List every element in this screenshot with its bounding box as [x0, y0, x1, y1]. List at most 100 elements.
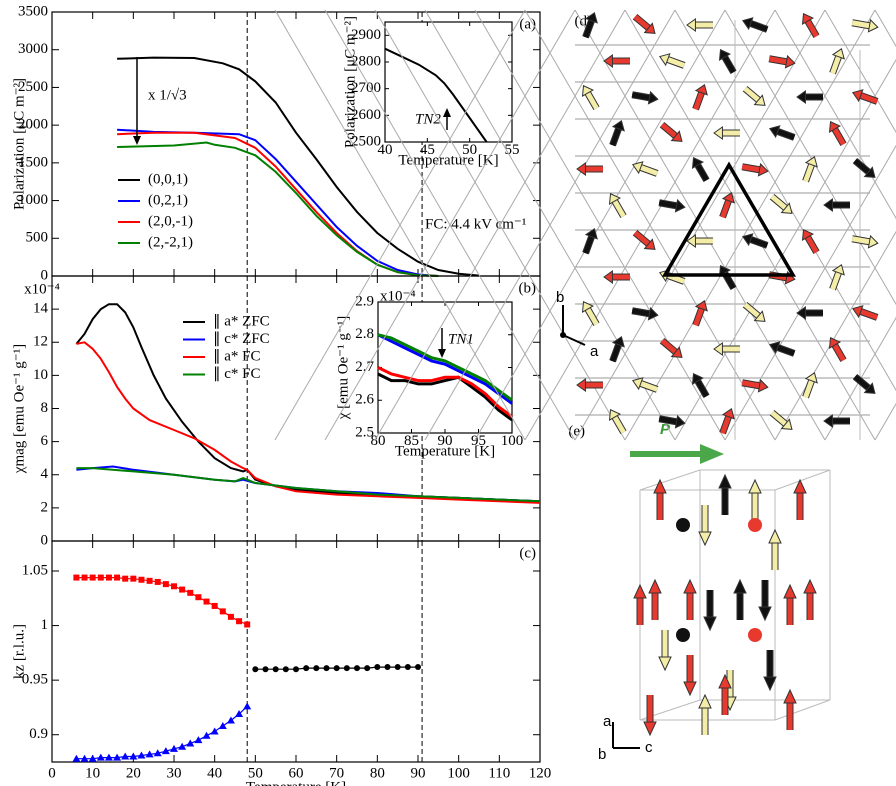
data-point [170, 744, 178, 752]
spin-arrow [683, 655, 697, 697]
data-line [76, 341, 541, 504]
data-point [303, 665, 310, 672]
spin-head [643, 238, 656, 250]
y-tick-label: 0.9 [29, 726, 48, 742]
data-line [377, 333, 513, 402]
spin-arrow [801, 12, 820, 39]
spin-head [694, 83, 708, 96]
cell-edge [639, 469, 701, 491]
spin-head [674, 198, 686, 213]
x-tick-label: 100 [447, 765, 470, 781]
spin-arrow [742, 301, 766, 322]
lattice-line [774, 230, 896, 441]
y-tick-label: 2.7 [355, 359, 374, 375]
data-point [226, 716, 235, 724]
spin-head [757, 162, 769, 177]
spin-arrow [719, 407, 735, 435]
axis-label: b [598, 746, 606, 763]
lattice-line [624, 9, 876, 441]
lattice-d: ba [274, 9, 896, 441]
spin-arrow [576, 378, 603, 392]
panel: 2500 2600 2700 2800 2900 40 45 50 55 Temperature … [342, 16, 519, 169]
y-tick-label: 12 [33, 334, 48, 350]
spin-head [643, 22, 656, 34]
spin-shaft [851, 20, 872, 29]
spin-head [804, 155, 818, 168]
spin-shaft [743, 86, 762, 104]
spin-arrow [718, 48, 737, 75]
spin-head [793, 478, 807, 494]
spin-head [658, 656, 672, 672]
x-tick-label: 30 [167, 765, 182, 781]
y-axis-label: χ [emu Oe⁻¹ g⁻¹] [335, 316, 351, 421]
spin-head [686, 18, 696, 32]
spin-shaft [858, 308, 879, 320]
data-point [162, 581, 169, 588]
spin-arrow [713, 342, 740, 356]
spin-head [741, 17, 754, 31]
spin-arrow [801, 228, 820, 255]
spin-arrow [686, 18, 713, 32]
spin-head [633, 583, 647, 599]
spin-head [831, 47, 845, 60]
spin-arrow [829, 263, 845, 291]
spin-arrow [692, 299, 708, 327]
spin-arrow [608, 408, 627, 435]
y-tick-label: 6 [41, 433, 49, 449]
x-axis-label: Temperature [K] [395, 444, 495, 460]
spin-head [581, 84, 595, 97]
spin-shaft [693, 306, 705, 327]
spin-arrow [659, 121, 683, 142]
x-tick-label: 50 [462, 142, 477, 158]
y-tick-label: 2800 [351, 53, 381, 69]
spin-shaft [611, 198, 626, 218]
data-point [122, 575, 129, 582]
spin-arrow [796, 306, 823, 320]
data-point [187, 589, 194, 596]
spin-arrow [648, 578, 662, 620]
y-tick-label: 2.5 [355, 424, 374, 440]
spin-shaft [610, 342, 622, 363]
spin-arrow [633, 583, 647, 625]
spin-arrow [632, 229, 656, 250]
spin-arrow [631, 306, 659, 321]
spin-arrow [576, 162, 603, 176]
lattice-line [524, 9, 776, 441]
spin-shaft [775, 128, 796, 140]
y-tick-label: 2.9 [355, 293, 374, 309]
y-tick-label: 10 [33, 367, 48, 383]
spin-arrow [609, 335, 625, 363]
spin-arrow [658, 198, 686, 213]
spin-arrow [748, 478, 762, 520]
spin-shaft [720, 198, 732, 219]
y-tick-label: 2600 [351, 107, 381, 123]
spin-head [804, 371, 818, 384]
lattice-line [824, 9, 896, 134]
spin-arrow [851, 18, 879, 33]
spin-head [801, 12, 815, 25]
axis-label: b [556, 289, 564, 306]
data-point [80, 754, 89, 762]
data-line [117, 141, 439, 277]
spin-shaft [741, 164, 762, 173]
spin-head [823, 198, 833, 212]
data-line [377, 333, 513, 405]
spin-head [670, 130, 683, 142]
spin-arrow [742, 85, 766, 106]
spin-head [611, 335, 625, 348]
axis-a [562, 334, 586, 346]
lattice-line [424, 9, 676, 441]
y-axis-label: Polarization [μC m⁻²] [11, 78, 27, 210]
spin-shaft [741, 380, 762, 389]
spin-shaft [583, 234, 595, 255]
panel: 0 2 4 6 8 10 12 14 χmag [emu Oe⁻¹ g⁻¹] (b) x10⁻⁴ ∥ … [11, 275, 541, 548]
x-tick-label: 50 [248, 765, 263, 781]
data-point [178, 742, 187, 750]
spin-arrow [741, 378, 769, 393]
spin-head [631, 161, 644, 175]
spin-shaft [748, 236, 769, 248]
annotation-arrowhead [443, 108, 451, 117]
data-point [210, 727, 219, 735]
spin-head [581, 300, 595, 313]
data-point [202, 731, 211, 739]
